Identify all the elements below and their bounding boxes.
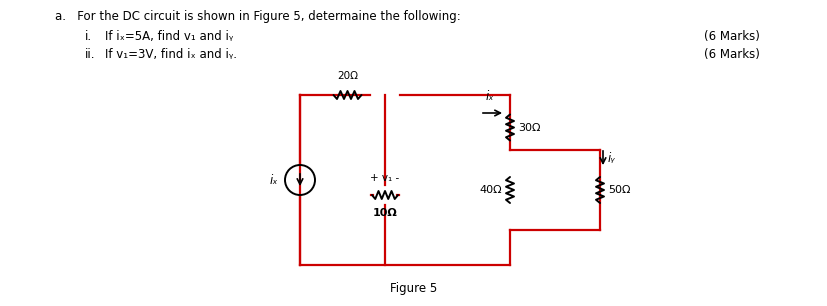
Text: iᵧ: iᵧ [607, 151, 615, 165]
Text: + v₁ -: + v₁ - [370, 173, 399, 183]
Text: 40Ω: 40Ω [479, 185, 501, 195]
Text: If iₓ=5A, find v₁ and iᵧ: If iₓ=5A, find v₁ and iᵧ [105, 30, 233, 43]
Text: If v₁=3V, find iₓ and iᵧ.: If v₁=3V, find iₓ and iᵧ. [105, 48, 237, 61]
Text: iₓ: iₓ [269, 174, 278, 186]
Text: iₓ: iₓ [485, 90, 494, 103]
Text: 30Ω: 30Ω [518, 122, 540, 132]
Text: 10Ω: 10Ω [372, 208, 397, 218]
Text: i.: i. [85, 30, 92, 43]
Text: ii.: ii. [85, 48, 95, 61]
Text: (6 Marks): (6 Marks) [703, 30, 759, 43]
Text: 20Ω: 20Ω [337, 71, 357, 81]
Text: Figure 5: Figure 5 [390, 282, 437, 295]
Text: 50Ω: 50Ω [607, 185, 629, 195]
Text: a.   For the DC circuit is shown in Figure 5, determaine the following:: a. For the DC circuit is shown in Figure… [55, 10, 460, 23]
Text: (6 Marks): (6 Marks) [703, 48, 759, 61]
